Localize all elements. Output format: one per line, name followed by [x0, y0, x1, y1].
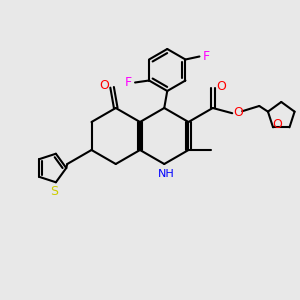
Text: F: F — [203, 50, 210, 63]
Text: F: F — [124, 76, 132, 89]
Text: O: O — [216, 80, 226, 93]
Text: O: O — [233, 106, 243, 119]
Text: S: S — [50, 185, 58, 198]
Text: O: O — [99, 79, 109, 92]
Text: NH: NH — [158, 169, 175, 179]
Text: O: O — [272, 118, 282, 131]
